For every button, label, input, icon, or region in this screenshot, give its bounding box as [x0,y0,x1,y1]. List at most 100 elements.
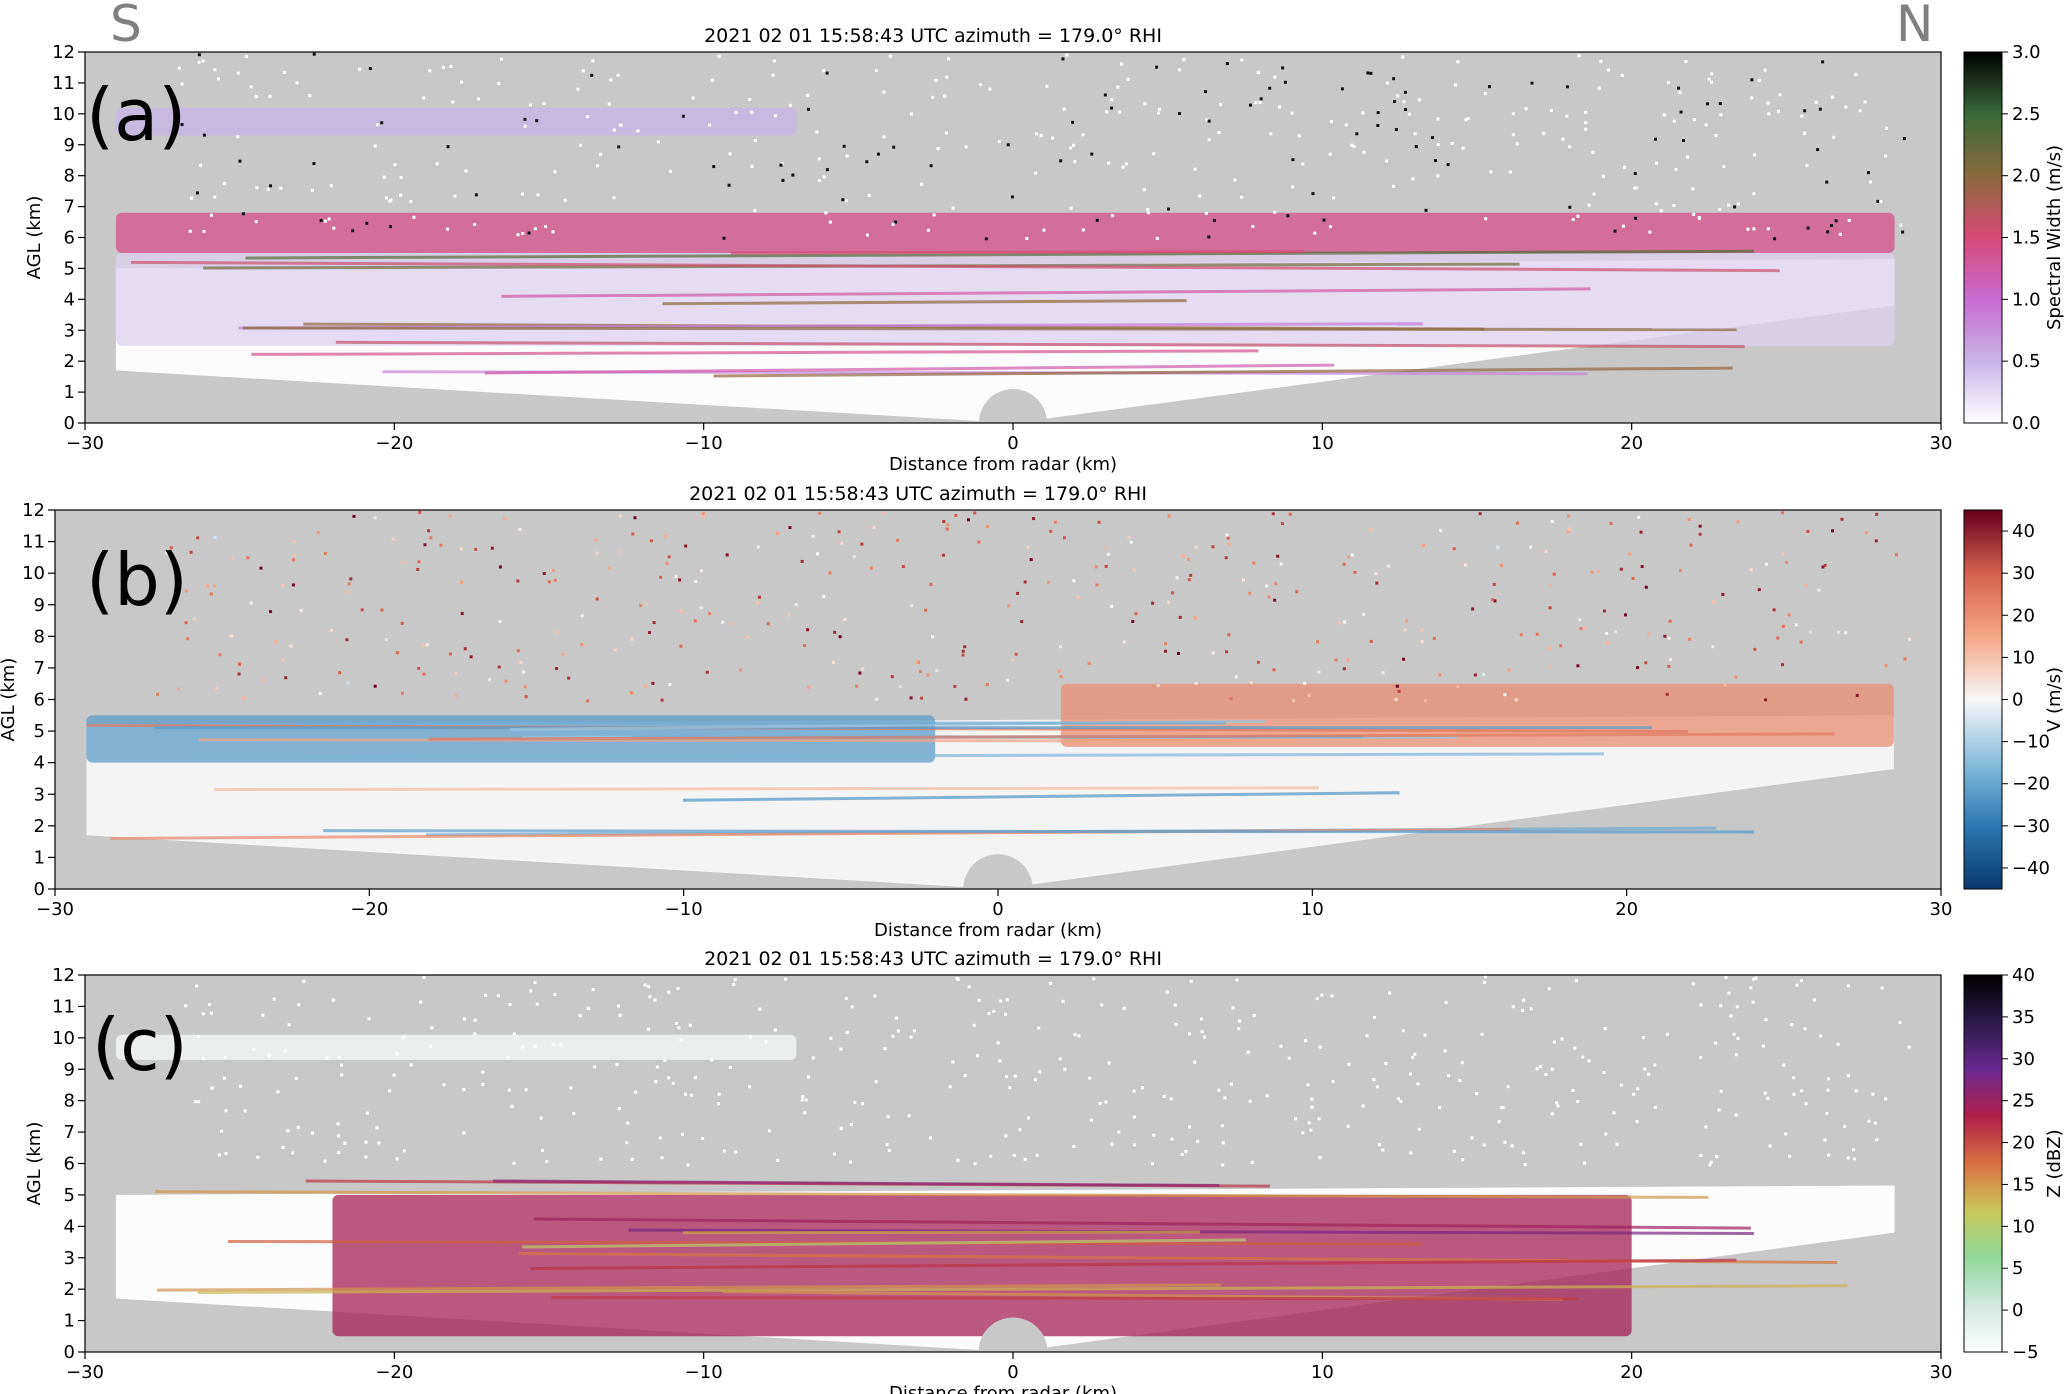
noise-speck [1402,100,1406,104]
noise-speck [337,1134,341,1138]
noise-speck [850,1005,854,1009]
y-tick-label: 7 [64,1122,75,1143]
noise-speck [1834,219,1838,223]
noise-speck [551,230,555,234]
noise-speck [1438,673,1442,677]
radar-blank-zone [978,389,1048,423]
noise-speck [1182,58,1186,62]
noise-speck [1548,665,1552,669]
noise-speck [1399,1099,1403,1103]
noise-speck [1552,1040,1556,1044]
noise-speck [630,1157,634,1161]
x-axis-label: Distance from radar (km) [889,1383,1117,1394]
noise-speck [1006,678,1010,682]
noise-speck [1846,1074,1850,1078]
noise-speck [388,225,392,229]
noise-speck [1591,150,1595,154]
noise-speck [1169,1097,1173,1101]
noise-speck [274,640,278,644]
noise-speck [1821,565,1825,569]
noise-speck [1491,598,1495,602]
y-tick-label: 1 [64,382,75,403]
noise-speck [429,1044,433,1048]
noise-speck [1535,632,1539,636]
noise-speck [373,144,377,148]
noise-speck [707,123,711,127]
noise-speck [1278,105,1282,109]
noise-speck [1854,1089,1858,1093]
noise-speck [1132,1115,1136,1119]
colorbar-tick-label: 1.0 [2012,289,2041,310]
noise-speck [894,220,898,224]
noise-speck [804,1098,808,1102]
noise-speck [1118,110,1122,114]
noise-speck [599,1157,603,1161]
noise-speck [1092,977,1096,981]
noise-speck [1884,154,1888,158]
noise-speck [1220,1124,1224,1128]
noise-speck [1122,1006,1126,1010]
layer-streak [493,1179,1220,1188]
noise-speck [1456,685,1460,689]
noise-speck [1817,588,1821,592]
noise-speck [1552,572,1556,576]
noise-speck [439,543,443,547]
noise-speck [1902,137,1906,141]
noise-speck [1110,98,1114,102]
y-tick-label: 0 [64,1342,75,1363]
noise-speck [811,1056,815,1060]
noise-speck [196,1035,200,1039]
noise-speck [674,574,678,578]
noise-speck [542,572,546,576]
noise-speck [1508,170,1512,174]
noise-speck [164,551,168,555]
noise-speck [281,583,285,587]
noise-speck [373,684,377,688]
noise-speck [888,54,892,58]
noise-speck [858,671,862,675]
noise-speck [1653,1063,1657,1067]
noise-speck [1167,514,1171,518]
noise-speck [1840,517,1844,521]
noise-speck [1821,60,1825,64]
noise-speck [865,160,869,164]
colorbar-tick-label: 30 [2012,563,2035,584]
noise-speck [1018,1128,1022,1132]
noise-speck [1175,576,1179,580]
noise-speck [1372,1078,1376,1082]
noise-speckles [184,975,1911,1167]
noise-speck [674,1021,678,1025]
noise-speck [1204,90,1208,94]
noise-speck [941,553,945,557]
noise-speck [998,1059,1002,1063]
noise-speck [230,634,234,638]
noise-speck [684,544,688,548]
noise-speck [727,183,731,187]
noise-speck [1799,640,1803,644]
noise-speck [243,1109,247,1113]
noise-speck [1496,545,1500,549]
noise-speck [323,219,327,223]
layer-streak [551,1295,1578,1301]
noise-speck [1225,62,1229,66]
noise-speck [1061,999,1065,1003]
noise-speck [1227,633,1231,637]
layer-cloud-top [115,212,1895,253]
noise-speck [607,566,611,570]
noise-speck [1352,145,1356,149]
noise-speck [1240,58,1244,62]
noise-speck [985,683,989,687]
noise-speck [1353,570,1357,574]
noise-speck [533,1044,537,1048]
noise-speck [1008,1086,1012,1090]
noise-speck [1391,184,1395,188]
noise-speck [1692,212,1696,216]
noise-speck [1178,615,1182,619]
noise-speck [1072,143,1076,147]
noise-speck [346,681,350,685]
noise-speck [1689,543,1693,547]
noise-speck [701,511,705,515]
noise-speck [1515,521,1519,525]
noise-speck [1561,137,1565,141]
noise-speck [1816,148,1820,152]
